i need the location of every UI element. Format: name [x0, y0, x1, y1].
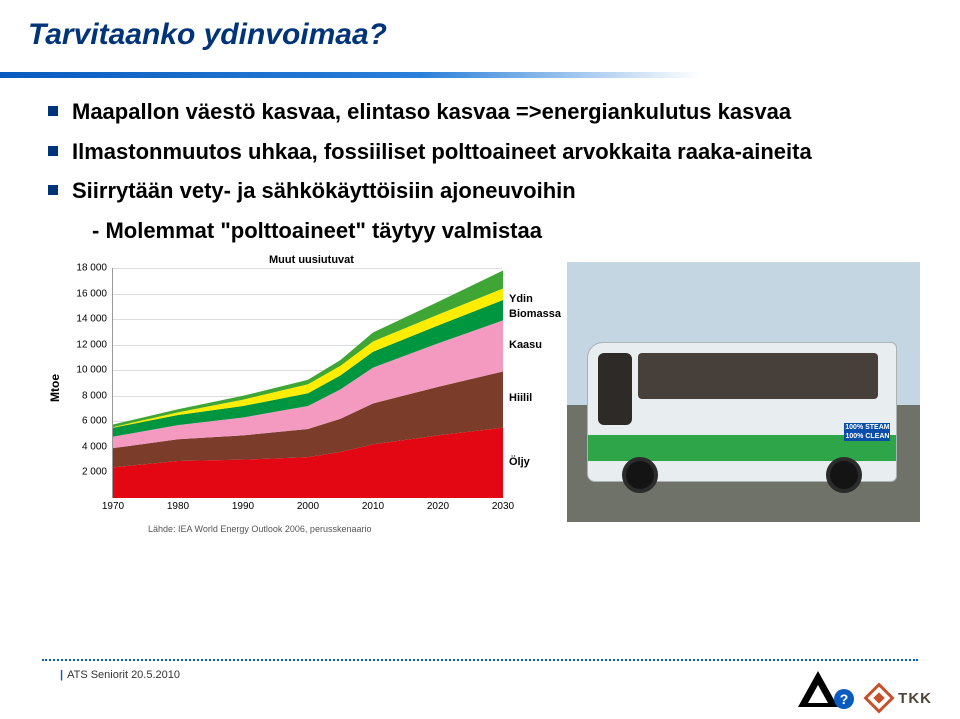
- x-tick: 1970: [102, 501, 124, 512]
- sub-bullet-text: - Molemmat "polttoaineet" täytyy valmist…: [92, 217, 920, 245]
- bullet-text: Ilmastonmuutos uhkaa, fossiiliset poltto…: [72, 138, 812, 166]
- y-tick: 18 000: [76, 263, 107, 274]
- x-tick: 2020: [427, 501, 449, 512]
- aalto-logo: ?: [798, 671, 840, 711]
- series-label: Ydin: [509, 293, 533, 305]
- question-icon: ?: [834, 689, 854, 709]
- bullet-item: Maapallon väestö kasvaa, elintaso kasvaa…: [48, 98, 920, 126]
- bullet-text: Siirrytään vety- ja sähkökäyttöisiin ajo…: [72, 177, 576, 205]
- series-label: Muut uusiutuvat: [269, 254, 354, 266]
- bullet-square-icon: [48, 106, 58, 116]
- clean-sign: 100% STEAM 100% CLEAN: [844, 423, 890, 441]
- chart-caption: Lähde: IEA World Energy Outlook 2006, pe…: [148, 524, 371, 534]
- series-label: Hiilil: [509, 392, 532, 404]
- series-label: Öljy: [509, 456, 530, 468]
- page-title: Tarvitaanko ydinvoimaa?: [28, 18, 960, 52]
- bus-window: [638, 353, 878, 399]
- bullet-text: Maapallon väestö kasvaa, elintaso kasvaa…: [72, 98, 791, 126]
- bullet-item: Siirrytään vety- ja sähkökäyttöisiin ajo…: [48, 177, 920, 205]
- y-tick: 12 000: [76, 339, 107, 350]
- y-tick: 14 000: [76, 314, 107, 325]
- bus-photo: ecobus 100% STEAM 100% CLEAN: [567, 262, 920, 522]
- x-tick: 2010: [362, 501, 384, 512]
- y-tick: 2 000: [82, 467, 107, 478]
- footer-dotted-rule: [42, 659, 918, 661]
- y-tick: 6 000: [82, 416, 107, 427]
- tkk-logo: TKK: [866, 685, 932, 711]
- wheel-icon: [826, 457, 862, 493]
- wheel-icon: [622, 457, 658, 493]
- bus-body: ecobus 100% STEAM 100% CLEAN: [587, 342, 897, 482]
- y-tick: 4 000: [82, 441, 107, 452]
- footer-text: |ATS Seniorit 20.5.2010: [60, 669, 180, 681]
- series-label: Kaasu: [509, 339, 542, 351]
- bullet-list: Maapallon väestö kasvaa, elintaso kasvaa…: [48, 98, 920, 244]
- y-tick: 16 000: [76, 288, 107, 299]
- y-axis-label: Mtoe: [48, 374, 62, 402]
- tkk-text: TKK: [898, 690, 932, 707]
- bullet-square-icon: [48, 185, 58, 195]
- bus-front: [598, 353, 632, 425]
- title-rule: [0, 72, 700, 78]
- y-tick: 8 000: [82, 390, 107, 401]
- bullet-square-icon: [48, 146, 58, 156]
- x-tick: 2000: [297, 501, 319, 512]
- x-tick: 1980: [167, 501, 189, 512]
- y-tick: 10 000: [76, 365, 107, 376]
- energy-area-chart: Mtoe 2 000 4 000 6 000 8 000 10 000 12 000 14 …: [48, 262, 547, 562]
- bullet-item: Ilmastonmuutos uhkaa, fossiiliset poltto…: [48, 138, 920, 166]
- series-label: Biomassa: [509, 308, 561, 320]
- x-tick: 2030: [492, 501, 514, 512]
- x-tick: 1990: [232, 501, 254, 512]
